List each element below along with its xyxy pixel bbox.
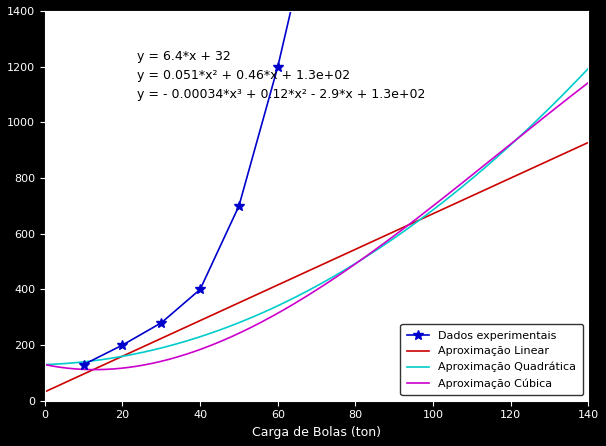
X-axis label: Carga de Bolas (ton): Carga de Bolas (ton) [252, 426, 381, 439]
Text: y = 6.4*x + 32
y = 0.051*x² + 0.46*x + 1.3e+02
y = - 0.00034*x³ + 0.12*x² - 2.9*: y = 6.4*x + 32 y = 0.051*x² + 0.46*x + 1… [137, 50, 425, 101]
Legend: Dados experimentais, Aproximação Linear, Aproximação Quadrática, Aproximação Cúb: Dados experimentais, Aproximação Linear,… [401, 324, 583, 395]
